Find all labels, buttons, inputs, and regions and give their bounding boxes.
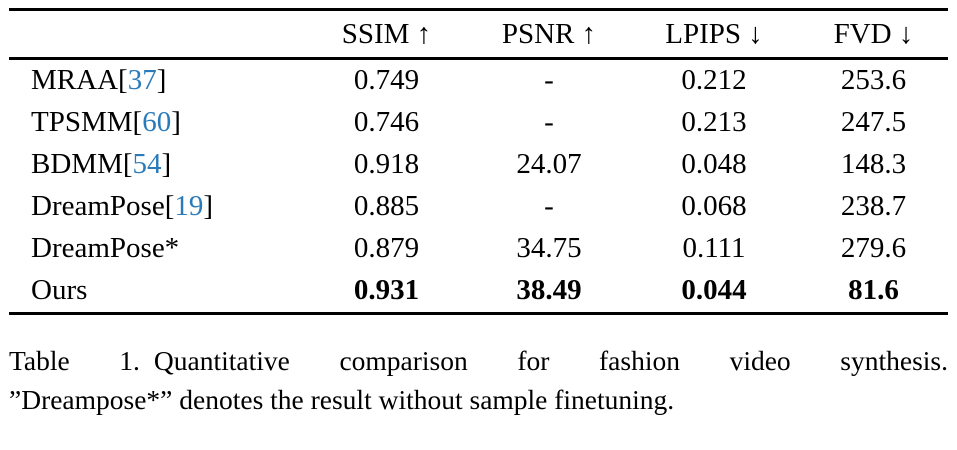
method-cell: BDMM[54]	[9, 144, 304, 186]
ssim-value: 0.918	[353, 148, 420, 180]
lpips-value: 0.213	[681, 106, 747, 138]
method-name: BDMM	[31, 148, 123, 180]
psnr-value: 24.07	[516, 148, 582, 180]
psnr-value: -	[544, 106, 554, 138]
cite-bracket-open: [	[122, 148, 133, 180]
results-table: SSIM ↑ PSNR ↑ LPIPS ↓ FVD ↓ MRAA[37] 0.7…	[9, 8, 948, 315]
cite-bracket-open: [	[118, 64, 128, 96]
lpips-value: 0.068	[681, 190, 747, 222]
ssim-value: 0.746	[353, 106, 420, 138]
method-cell: TPSMM[60]	[9, 102, 304, 144]
cite-bracket-open: [	[132, 106, 143, 138]
table-row-tpsmm: TPSMM[60] 0.746 - 0.213 247.5	[9, 102, 948, 144]
header-fvd: FVD ↓	[833, 18, 914, 50]
ssim-value: 0.885	[353, 190, 420, 222]
caption-text-1: Quantitative comparison for fashion vide…	[153, 345, 948, 376]
lpips-value: 0.044	[681, 274, 747, 306]
method-cell: DreamPose*	[9, 228, 304, 270]
citation-link[interactable]: 54	[132, 148, 162, 180]
lpips-value: 0.111	[682, 232, 746, 264]
header-ssim: SSIM ↑	[341, 18, 432, 50]
cite-bracket-close: ]	[156, 64, 167, 96]
psnr-value: -	[544, 190, 554, 222]
method-cell: Ours	[9, 270, 304, 314]
method-name: TPSMM	[31, 106, 133, 138]
method-name: MRAA	[31, 64, 119, 96]
table-row-ours: Ours 0.931 38.49 0.044 81.6	[9, 270, 948, 314]
method-name: DreamPose*	[31, 232, 180, 264]
ssim-value: 0.931	[353, 274, 420, 306]
table-row-mraa: MRAA[37] 0.749 - 0.212 253.6	[9, 59, 948, 103]
header-lpips: LPIPS ↓	[665, 18, 763, 50]
cite-bracket-close: ]	[161, 148, 172, 180]
header-method	[9, 10, 304, 59]
fvd-value: 279.6	[840, 232, 907, 264]
lpips-value: 0.212	[681, 64, 747, 96]
ssim-value: 0.749	[353, 64, 420, 96]
caption-label: Table 1.	[9, 345, 140, 376]
cite-bracket-close: ]	[171, 106, 181, 138]
citation-link[interactable]: 19	[174, 190, 204, 222]
ssim-value: 0.879	[353, 232, 420, 264]
psnr-value: 34.75	[516, 232, 582, 264]
table-row-dreampose-star: DreamPose* 0.879 34.75 0.111 279.6	[9, 228, 948, 270]
fvd-value: 253.6	[840, 64, 907, 96]
table-header: SSIM ↑ PSNR ↑ LPIPS ↓ FVD ↓	[9, 10, 948, 59]
psnr-value: 38.49	[516, 274, 582, 306]
cite-bracket-close: ]	[203, 190, 214, 222]
header-row: SSIM ↑ PSNR ↑ LPIPS ↓ FVD ↓	[9, 10, 948, 59]
table-row-bdmm: BDMM[54] 0.918 24.07 0.048 148.3	[9, 144, 948, 186]
cite-bracket-open: [	[164, 190, 175, 222]
lpips-value: 0.048	[681, 148, 747, 180]
method-name: Ours	[31, 274, 88, 306]
table-caption: Table 1. Quantitative comparison for fash…	[9, 341, 948, 419]
fvd-value: 148.3	[840, 148, 907, 180]
citation-link[interactable]: 60	[142, 106, 172, 138]
citation-link[interactable]: 37	[127, 64, 157, 96]
table-row-dreampose: DreamPose[19] 0.885 - 0.068 238.7	[9, 186, 948, 228]
method-cell: MRAA[37]	[9, 59, 304, 103]
method-cell: DreamPose[19]	[9, 186, 304, 228]
header-psnr: PSNR ↑	[501, 18, 597, 50]
fvd-value: 238.7	[840, 190, 907, 222]
caption-line-1: Table 1. Quantitative comparison for fash…	[9, 341, 948, 380]
method-name: DreamPose	[31, 190, 165, 222]
psnr-value: -	[544, 64, 554, 96]
fvd-value: 81.6	[848, 274, 899, 306]
caption-line-2: ”Dreampose*” denotes the result without …	[9, 384, 675, 416]
fvd-value: 247.5	[840, 106, 907, 138]
